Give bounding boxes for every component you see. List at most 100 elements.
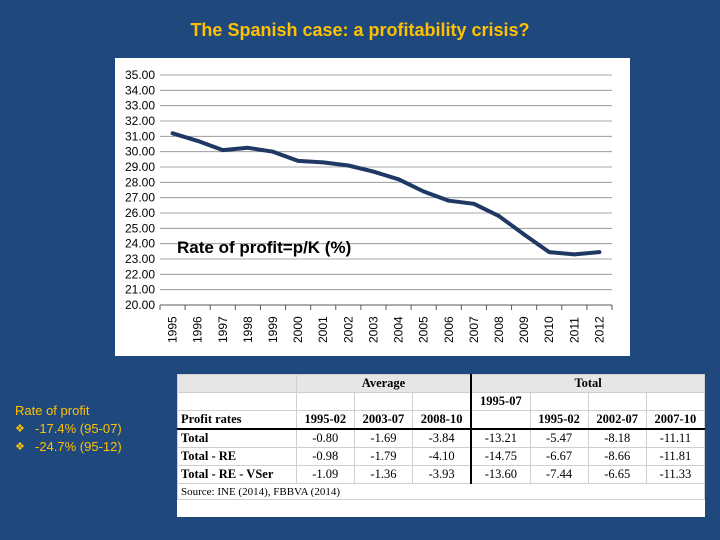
side-note-bullet: ❖ -24.7% (95-12)	[15, 438, 122, 456]
table-cell: -14.75	[470, 447, 531, 466]
y-tick-label: 21.00	[125, 283, 155, 297]
table-cell: -0.98	[295, 447, 355, 466]
table-cell: -7.44	[529, 465, 589, 484]
table-cell: -1.79	[353, 447, 414, 466]
y-tick-label: 29.00	[125, 160, 155, 174]
table-header-row: Average Total	[177, 374, 706, 393]
table-period-1995-07: 1995-07	[470, 392, 531, 411]
x-tick-label: 2005	[417, 316, 431, 343]
table-row-label: Total - RE	[177, 447, 297, 466]
table-header-row: Profit rates 1995-02 2003-07 2008-10 199…	[177, 410, 706, 430]
x-tick-label: 2012	[592, 316, 606, 343]
table-cell: -1.09	[295, 465, 355, 484]
table-cell: -6.67	[529, 447, 589, 466]
table-cell: -8.18	[587, 428, 647, 448]
data-point	[497, 214, 501, 218]
x-tick-label: 2011	[567, 317, 581, 343]
x-tick-label: 1999	[266, 316, 280, 343]
table-cell	[587, 392, 647, 411]
x-tick-label: 1995	[166, 316, 180, 343]
table-cell	[353, 392, 414, 411]
y-tick-label: 35.00	[125, 68, 155, 82]
data-point	[246, 146, 250, 150]
table-row-label: Total	[177, 428, 297, 448]
table-cell: -0.80	[295, 428, 355, 448]
side-note-bullet-text: -24.7% (95-12)	[35, 439, 122, 454]
table-cell: -11.33	[645, 465, 706, 484]
side-note-bullet-text: -17.4% (95-07)	[35, 421, 122, 436]
x-tick-label: 2004	[392, 316, 406, 343]
y-tick-label: 20.00	[125, 298, 155, 312]
table-group-average: Average	[295, 374, 472, 393]
chart-annotation: Rate of profit=p/K (%)	[177, 238, 351, 257]
x-tick-label: 2010	[542, 316, 556, 343]
slide-title: The Spanish case: a profitability crisis…	[190, 20, 530, 40]
y-tick-label: 31.00	[125, 129, 155, 143]
y-tick-label: 26.00	[125, 206, 155, 220]
table-source-note: Source: INE (2014), FBBVA (2014)	[177, 483, 705, 500]
table-cell: -13.21	[470, 428, 531, 448]
table-row-header: Profit rates	[177, 410, 297, 430]
data-point	[296, 159, 300, 163]
table-column-header: 2002-07	[587, 410, 647, 430]
data-point	[321, 160, 326, 165]
table-column-header: 2008-10	[412, 410, 472, 430]
table-cell: -11.81	[645, 447, 706, 466]
table-cell: -3.84	[412, 428, 472, 448]
diamond-bullet-icon: ❖	[15, 441, 25, 453]
y-tick-label: 22.00	[125, 267, 155, 281]
table-column-header: 1995-02	[295, 410, 355, 430]
side-note-bullet: ❖ -17.4% (95-07)	[15, 420, 122, 438]
table-cell: -8.66	[587, 447, 647, 466]
data-point	[346, 163, 351, 168]
x-tick-label: 2001	[316, 316, 330, 343]
data-point	[170, 131, 175, 136]
x-tick-label: 2007	[467, 316, 481, 343]
x-tick-label: 2006	[442, 316, 456, 343]
data-point	[396, 177, 401, 182]
x-tick-label: 2009	[517, 316, 531, 343]
x-tick-label: 2000	[291, 316, 305, 343]
x-tick-label: 1998	[241, 316, 255, 343]
data-point	[572, 252, 577, 257]
table-cell: -4.10	[412, 447, 472, 466]
x-tick-label: 1996	[191, 316, 205, 343]
side-note: Rate of profit ❖ -17.4% (95-07) ❖ -24.7%…	[15, 402, 122, 456]
y-tick-label: 32.00	[125, 114, 155, 128]
series-line	[170, 131, 602, 257]
table-cell: -11.11	[645, 428, 706, 448]
data-point	[522, 232, 526, 237]
table-cell: -6.65	[587, 465, 647, 484]
table-column-header: 2003-07	[353, 410, 414, 430]
table-cell	[470, 410, 531, 430]
data-point	[195, 139, 200, 143]
table-group-total: Total	[470, 374, 706, 393]
profit-rates-table: Average Total 1995-07 Profit rates 1995-…	[177, 374, 706, 500]
diamond-bullet-icon: ❖	[15, 423, 25, 435]
table-source-row: Source: INE (2014), FBBVA (2014)	[177, 483, 705, 500]
y-tick-label: 23.00	[125, 252, 155, 266]
table-cell	[529, 392, 589, 411]
table-cell	[295, 392, 355, 411]
y-tick-label: 25.00	[125, 221, 155, 235]
profit-rates-table-panel: Average Total 1995-07 Profit rates 1995-…	[177, 374, 706, 517]
profit-rate-chart: 20.00 21.00 22.00 23.00 24.00 25.00 26.00 27.00…	[115, 58, 630, 356]
y-tick-label: 34.00	[125, 83, 155, 97]
table-column-header: 2007-10	[645, 410, 706, 430]
table-row-label: Total - RE - VSer	[177, 465, 297, 484]
data-point	[472, 202, 476, 206]
x-tick-label: 2002	[341, 316, 355, 343]
y-tick-label: 27.00	[125, 191, 155, 205]
data-point	[271, 149, 275, 154]
table-row: Total - RE -0.98 -1.79 -4.10 -14.75 -6.6…	[177, 447, 706, 466]
data-point	[421, 189, 426, 194]
x-tick-label: 2003	[366, 316, 380, 343]
table-cell	[177, 392, 297, 411]
y-tick-label: 24.00	[125, 237, 155, 251]
table-cell	[645, 392, 706, 411]
table-column-header: 1995-02	[529, 410, 589, 430]
table-cell: -1.36	[353, 465, 414, 484]
table-row: Total -0.80 -1.69 -3.84 -13.21 -5.47 -8.…	[177, 428, 706, 448]
side-note-heading: Rate of profit	[15, 403, 90, 418]
